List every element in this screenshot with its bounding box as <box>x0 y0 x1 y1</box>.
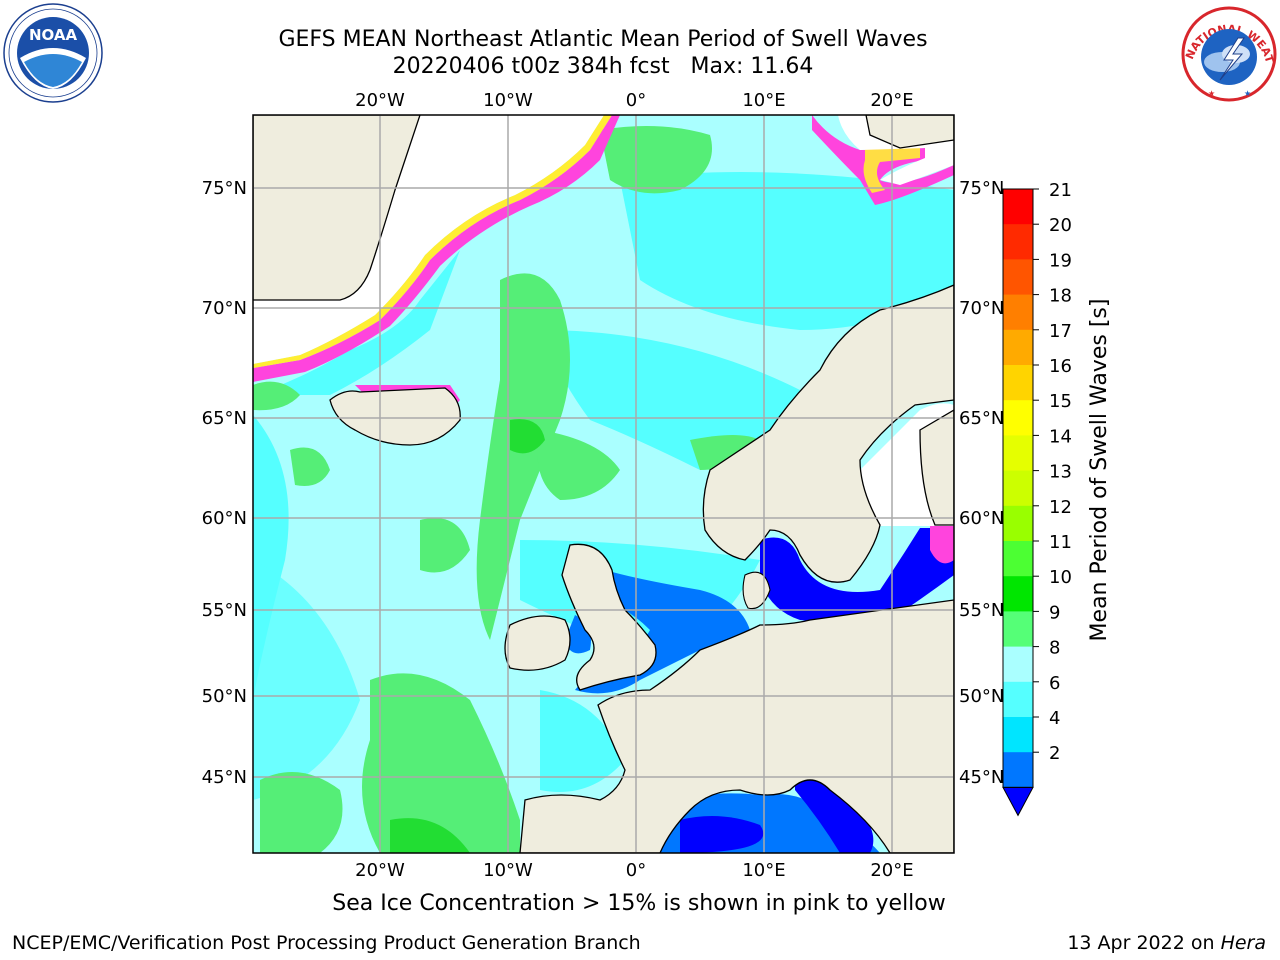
colorbar-segment <box>1003 541 1033 577</box>
footer-credit: NCEP/EMC/Verification Post Processing Pr… <box>12 932 641 954</box>
noaa-logo: NOAA <box>3 3 103 103</box>
colorbar-segment <box>1003 752 1033 788</box>
lon-label-top: 10°E <box>742 90 785 111</box>
colorbar-tick-label: 10 <box>1049 567 1072 588</box>
baltic-deep-blue <box>760 528 954 623</box>
lat-labels-left: 75°N 70°N 65°N 60°N 55°N 50°N 45°N <box>202 178 247 788</box>
colorbar: 21 20 19 18 17 16 15 14 13 12 11 10 9 8 6 4 2 <box>1002 180 1072 817</box>
colorbar-segment <box>1003 189 1033 225</box>
lat-label-right: 50°N <box>959 686 1004 707</box>
lat-label-left: 50°N <box>202 686 247 707</box>
lon-label-bottom: 20°W <box>355 860 405 881</box>
great-britain-land <box>561 543 657 691</box>
colorbar-tick-label: 6 <box>1049 673 1060 694</box>
lon-label-bottom: 10°E <box>742 860 785 881</box>
colorbar-segment <box>1003 294 1033 331</box>
colorbar-segment <box>1003 365 1033 401</box>
colorbar-tick-label: 17 <box>1049 321 1072 342</box>
colorbar-frame <box>1002 188 1034 788</box>
colorbar-tick-label: 9 <box>1049 602 1060 623</box>
colorbar-tick-label: 21 <box>1049 180 1072 201</box>
colorbar-tick-label: 18 <box>1049 286 1072 307</box>
lat-label-right: 75°N <box>959 178 1004 199</box>
colorbar-segment <box>1003 646 1033 683</box>
nws-logo: NATIONAL WEATHER SERVICE ★ ★ <box>1178 2 1277 102</box>
colorbar-tick-label: 14 <box>1049 426 1072 447</box>
lat-label-right: 60°N <box>959 508 1004 529</box>
colorbar-segment <box>1003 435 1033 472</box>
lon-label-top: 20°E <box>870 90 913 111</box>
lat-label-left: 60°N <box>202 508 247 529</box>
lat-label-right: 45°N <box>959 767 1004 788</box>
greenland-land <box>253 115 421 301</box>
colorbar-tick-label: 16 <box>1049 356 1072 377</box>
noaa-logo-text: NOAA <box>29 26 78 44</box>
colorbar-tick-label: 11 <box>1049 532 1072 553</box>
colorbar-segment <box>1003 681 1033 718</box>
colorbar-label: Mean Period of Swell Waves [s] <box>1087 299 1112 642</box>
colorbar-segment <box>1003 400 1033 436</box>
lat-label-right: 55°N <box>959 600 1004 621</box>
lat-label-left: 65°N <box>202 408 247 429</box>
lon-label-top: 10°W <box>483 90 533 111</box>
colorbar-tick-label: 2 <box>1049 743 1060 764</box>
colorbar-tick-label: 15 <box>1049 391 1072 412</box>
lon-label-top: 20°W <box>355 90 405 111</box>
graticule <box>253 115 954 853</box>
svg-text:★: ★ <box>1208 89 1215 98</box>
colorbar-tick-label: 8 <box>1049 638 1060 659</box>
colorbar-tick-label: 13 <box>1049 462 1072 483</box>
lat-label-left: 45°N <box>202 767 247 788</box>
map-subtitle: 20220406 t00z 384h fcst Max: 11.64 <box>392 54 814 79</box>
colorbar-segment <box>1003 576 1033 612</box>
svg-text:★: ★ <box>1244 89 1251 98</box>
colorbar-tick-label: 19 <box>1049 250 1072 271</box>
colorbar-extend-triangle <box>1002 786 1034 817</box>
colorbar-segment <box>1003 329 1033 366</box>
colorbar-segment <box>1003 505 1033 542</box>
colorbar-segment <box>1003 470 1033 507</box>
footer-date: 13 Apr 2022 on <box>1067 932 1221 954</box>
colorbar-segment <box>1003 259 1033 296</box>
lat-label-left: 70°N <box>202 298 247 319</box>
colorbar-segment <box>1003 717 1033 753</box>
continental-europe-land <box>519 599 954 853</box>
lat-label-left: 55°N <box>202 600 247 621</box>
colorbar-segment <box>1003 611 1033 648</box>
green-swell-central <box>476 273 570 640</box>
lat-label-left: 75°N <box>202 178 247 199</box>
colorbar-tick-label: 12 <box>1049 497 1072 518</box>
map-title: GEFS MEAN Northeast Atlantic Mean Period… <box>278 27 928 52</box>
lon-label-bottom: 0° <box>626 860 646 881</box>
adriatic-deep-blue <box>795 770 874 853</box>
map-frame <box>252 114 955 854</box>
footer-machine: Hera <box>1220 932 1266 954</box>
colorbar-tick-label: 4 <box>1049 708 1060 729</box>
finland-land <box>919 409 954 526</box>
iceland-land <box>329 387 461 446</box>
lat-labels-right: 75°N 70°N 65°N 60°N 55°N 50°N 45°N <box>959 178 1004 788</box>
lon-labels-top: 20°W 10°W 0° 10°E 20°E <box>355 90 913 111</box>
lat-label-right: 70°N <box>959 298 1004 319</box>
footer-timestamp: 13 Apr 2022 on Hera <box>1067 932 1266 954</box>
ireland-land <box>504 615 571 671</box>
lon-label-bottom: 10°W <box>483 860 533 881</box>
map-field <box>253 115 954 853</box>
colorbar-tick-label: 20 <box>1049 215 1072 236</box>
lon-label-bottom: 20°E <box>870 860 913 881</box>
lon-labels-bottom: 20°W 10°W 0° 10°E 20°E <box>355 860 913 881</box>
colorbar-segment <box>1003 224 1033 260</box>
lat-label-right: 65°N <box>959 408 1004 429</box>
lon-label-top: 0° <box>626 90 646 111</box>
sea-ice-caption: Sea Ice Concentration > 15% is shown in … <box>332 891 946 916</box>
